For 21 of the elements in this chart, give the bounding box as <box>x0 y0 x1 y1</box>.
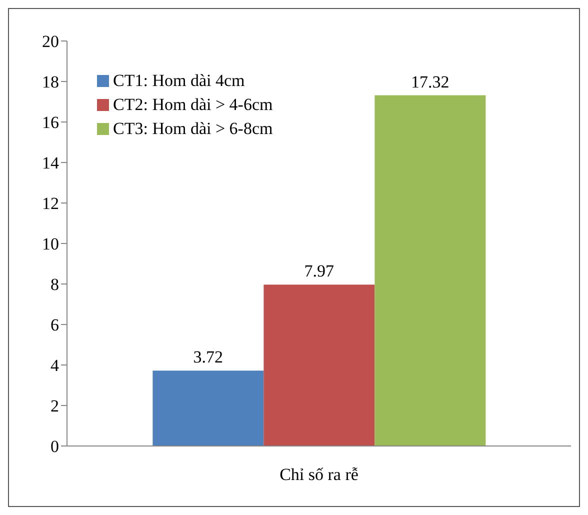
y-tick-label: 20 <box>42 32 59 52</box>
y-tick-label: 10 <box>42 234 59 254</box>
y-tick-label: 0 <box>50 437 59 456</box>
legend-label: CT3: Hom dài > 6-8cm <box>113 118 273 140</box>
x-tick-label: Chỉ số ra rễ <box>280 465 358 484</box>
y-tick-label: 4 <box>50 356 60 376</box>
y-tick-label: 12 <box>42 194 59 214</box>
bar <box>264 284 375 446</box>
bar <box>374 95 486 446</box>
data-label: 17.32 <box>411 72 450 92</box>
y-tick-label: 18 <box>42 72 59 92</box>
y-tick-label: 6 <box>50 316 59 335</box>
legend-label: CT2: Hom dài > 4-6cm <box>113 94 273 116</box>
y-tick-label: 16 <box>42 113 59 132</box>
legend-label: CT1: Hom dài 4cm <box>113 70 245 92</box>
data-label: 3.72 <box>193 348 224 367</box>
y-tick-label: 14 <box>42 154 60 173</box>
y-tick-label: 2 <box>50 396 59 416</box>
bar <box>152 370 264 446</box>
y-tick-label: 8 <box>50 275 59 294</box>
data-label: 7.97 <box>304 262 335 281</box>
